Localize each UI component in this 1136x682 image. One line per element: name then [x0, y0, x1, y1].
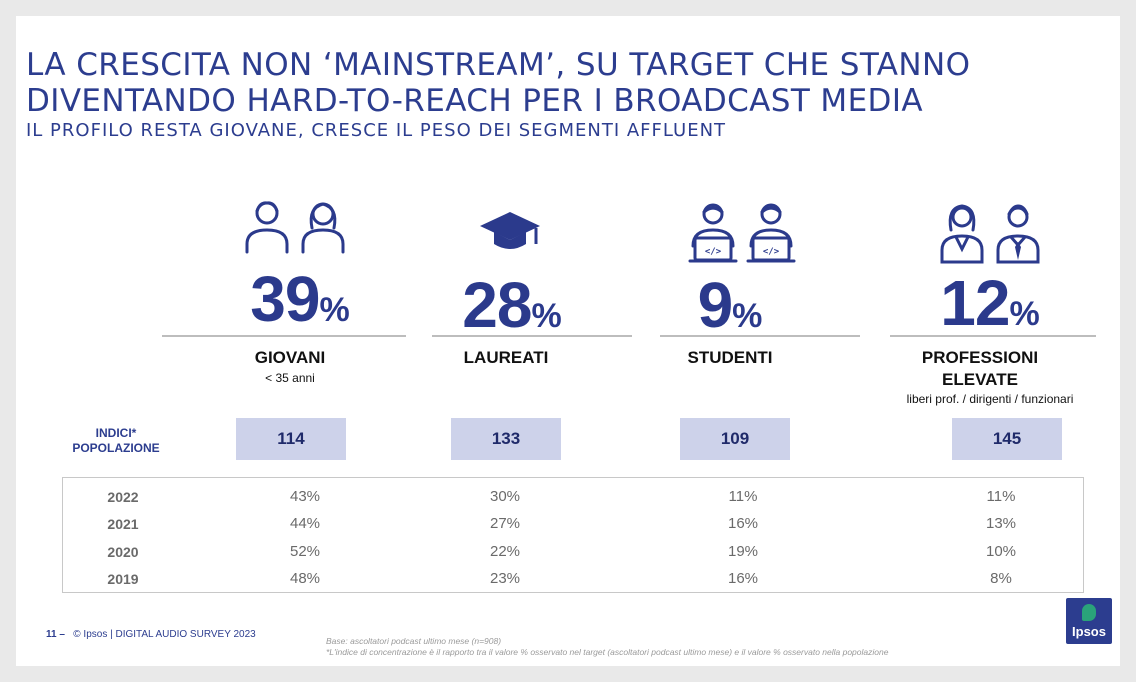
year-cell: 2022	[107, 489, 139, 505]
footnote-index-definition: *L'indice di concentrazione è il rapport…	[326, 647, 889, 657]
student-laptop-icon: </>	[688, 203, 738, 263]
value-cell: 19%	[727, 543, 759, 560]
index-box-professioni: 145	[952, 418, 1062, 460]
index-title-line-1: INDICI*	[95, 426, 137, 440]
divider	[162, 335, 406, 337]
ipsos-logo: Ipsos	[1066, 598, 1112, 644]
value-cell: 16%	[727, 570, 759, 587]
icon-group-professioni	[928, 202, 1052, 264]
title-line-2: DIVENTANDO HARD-TO-REACH PER I BROADCAST…	[26, 83, 923, 119]
icon-group-laureati	[460, 210, 560, 254]
divider	[432, 335, 632, 337]
pct-laureati: 28%	[432, 268, 592, 342]
pct-value: 9	[697, 269, 734, 341]
pct-value: 12	[940, 267, 1010, 339]
segment-sublabel: liberi prof. / dirigenti / funzionari	[906, 392, 1074, 406]
divider	[660, 335, 860, 337]
year-cell: 2021	[107, 516, 139, 532]
index-box-laureati: 133	[451, 418, 561, 460]
pct-unit: %	[1009, 295, 1040, 333]
table-row: 2020 52% 22% 19% 10%	[63, 538, 1083, 566]
graduation-cap-icon	[480, 212, 540, 249]
businesswoman-icon	[940, 204, 984, 264]
index-box-studenti: 109	[680, 418, 790, 460]
logo-bubble-icon	[1082, 604, 1096, 621]
value-cell: 30%	[489, 488, 521, 505]
pct-value: 39	[250, 263, 320, 335]
segment-label-line-1: PROFESSIONI	[921, 348, 1039, 367]
pct-unit: %	[732, 297, 763, 335]
footer: 11 – © Ipsos | DIGITAL AUDIO SURVEY 2023	[46, 629, 256, 640]
page-number: 11 –	[46, 629, 65, 640]
value-cell: 43%	[289, 488, 321, 505]
value-cell: 16%	[727, 515, 759, 532]
value-cell: 23%	[489, 570, 521, 587]
index-box-giovani: 114	[236, 418, 346, 460]
value-cell: 13%	[985, 515, 1017, 532]
footnote: Base: ascoltatori podcast ultimo mese (n…	[326, 636, 888, 658]
segment-sublabel: < 35 anni	[265, 371, 315, 385]
value-cell: 8%	[990, 570, 1012, 587]
footer-copyright: © Ipsos | DIGITAL AUDIO SURVEY 2023	[73, 629, 256, 640]
value-cell: 11%	[986, 488, 1016, 505]
value-cell: 10%	[985, 543, 1017, 560]
pct-studenti: 9%	[650, 268, 810, 342]
pct-unit: %	[531, 297, 562, 335]
year-cell: 2020	[107, 544, 139, 560]
svg-text:</>: </>	[705, 247, 722, 257]
svg-text:</>: </>	[763, 247, 780, 257]
pct-value: 28	[462, 269, 532, 341]
slide-title: LA CRESCITA NON ‘MAINSTREAM’, SU TARGET …	[26, 47, 970, 119]
year-cell: 2019	[107, 571, 139, 587]
title-line-1: LA CRESCITA NON ‘MAINSTREAM’, SU TARGET …	[26, 47, 971, 83]
value-cell: 44%	[289, 515, 321, 532]
index-title-line-2: POPOLAZIONE	[72, 441, 160, 455]
logo-text: Ipsos	[1072, 624, 1106, 639]
table-row: 2021 44% 27% 16% 13%	[63, 510, 1083, 538]
slide-subtitle: IL PROFILO RESTA GIOVANE, CRESCE IL PESO…	[26, 120, 727, 141]
icon-group-studenti: </> </>	[680, 200, 804, 264]
history-table: 2022 43% 30% 11% 11% 2021 44% 27% 16% 13…	[62, 477, 1084, 593]
icon-group-giovani	[225, 198, 365, 254]
segment-label: GIOVANI	[254, 348, 326, 367]
index-title: INDICI* POPOLAZIONE	[62, 426, 170, 456]
student-laptop-icon: </>	[746, 203, 796, 263]
footnote-base: Base: ascoltatori podcast ultimo mese (n…	[326, 636, 502, 646]
pct-unit: %	[319, 291, 350, 329]
segment-label-line-2: ELEVATE	[942, 370, 1018, 389]
divider	[890, 335, 1096, 337]
segment-label: LAUREATI	[463, 348, 549, 367]
value-cell: 52%	[289, 543, 321, 560]
value-cell: 48%	[289, 570, 321, 587]
value-cell: 11%	[728, 488, 758, 505]
value-cell: 27%	[489, 515, 521, 532]
pct-giovani: 39%	[220, 262, 380, 336]
businessman-icon	[996, 204, 1040, 264]
pct-professioni: 12%	[910, 266, 1070, 340]
young-man-icon	[245, 201, 289, 254]
table-row: 2019 48% 23% 16% 8%	[63, 565, 1083, 593]
value-cell: 22%	[489, 543, 521, 560]
table-row: 2022 43% 30% 11% 11%	[63, 483, 1083, 511]
young-woman-icon	[301, 202, 345, 254]
segment-label: STUDENTI	[687, 348, 773, 367]
